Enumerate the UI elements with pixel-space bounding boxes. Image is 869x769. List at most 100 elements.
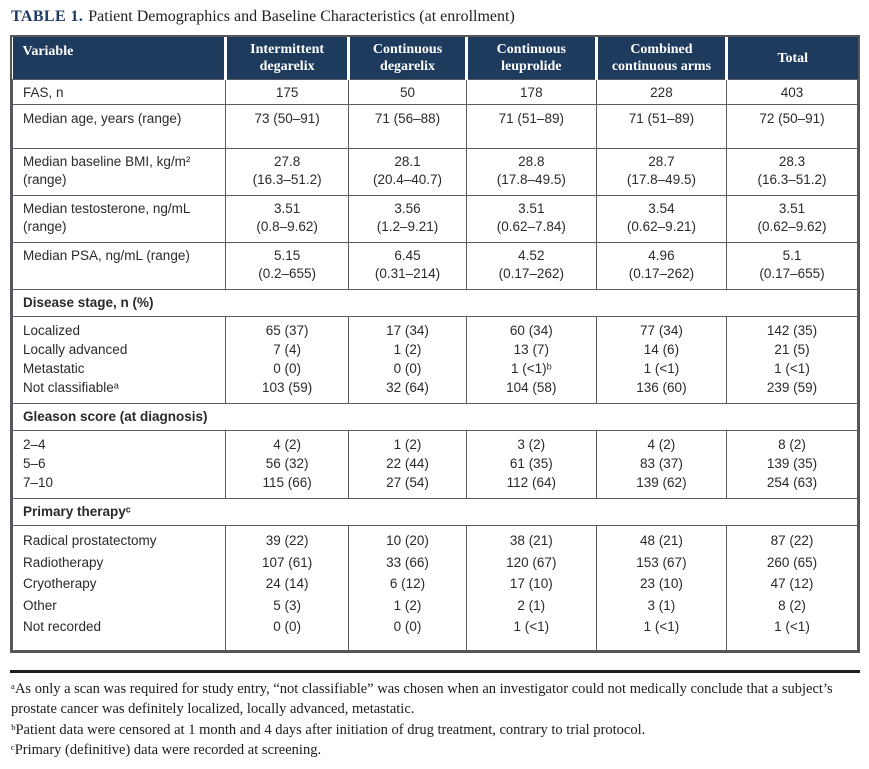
value-cell: 3.51 (0.62–7.84) [465, 195, 597, 243]
value-cell: 175 [224, 79, 350, 105]
column-header: Continuous leuprolide [464, 37, 597, 80]
cell-line: 65 (37) [265, 323, 309, 338]
value-cell: 71 (51–89) [465, 104, 597, 149]
cell-line: Median PSA, ng/mL (range) [23, 248, 190, 263]
cell-line: 39 (22) [265, 533, 309, 548]
cell-line: (0.2–655) [258, 266, 317, 281]
row-label-cell: Median age, years (range) [12, 104, 226, 149]
cell-line: 153 (67) [636, 554, 687, 570]
cell-line: 1 (2) [393, 597, 422, 613]
cell-line: 120 (67) [506, 554, 557, 570]
cell-line: Median baseline BMI, kg/m² (range) [23, 154, 191, 187]
cell-line: 0 (0) [273, 619, 301, 634]
value-cell: 3.54 (0.62–9.21) [595, 195, 728, 243]
row-label-cell: 2–4 5–6 7–10 [12, 430, 226, 499]
cell-line: 48 (21) [640, 533, 683, 548]
cell-line: (17.8–49.5) [496, 172, 566, 187]
value-cell: 60 (34) 13 (7) 1 (<1)ᵇ 104 (58) [465, 316, 597, 404]
cell-line: Not recorded [23, 619, 102, 634]
cell-line: 4.52 [518, 248, 545, 263]
cell-line: 21 (5) [774, 342, 810, 357]
value-cell: 17 (34) 1 (2) 0 (0) 32 (64) [348, 316, 467, 404]
cell-line: (0.8–9.62) [256, 219, 318, 234]
value-cell: 178 [465, 79, 597, 105]
value-cell: 48 (21) 153 (67) 23 (10) 3 (1) 1 (<1) [595, 525, 728, 651]
table-row: Median age, years (range) 73 (50–91) 71 (5… [12, 104, 858, 149]
cell-line: Median testosterone, ng/mL (range) [23, 201, 190, 234]
cell-line: 28.3 [778, 154, 806, 169]
cell-line: 3.51 [778, 201, 806, 216]
cell-line: 50 [400, 85, 416, 100]
column-header: Variable [12, 37, 226, 80]
column-header: Total [725, 37, 858, 80]
cell-line: 3 (2) [517, 437, 546, 452]
row-label-cell: Localized Locally advanced Metastatic Not c… [12, 316, 226, 404]
column-header: Combined continuous arms [594, 37, 727, 80]
cell-line: (0.17–262) [498, 266, 564, 281]
cell-line: 239 (59) [766, 380, 818, 395]
table-row: Median baseline BMI, kg/m² (range) 27.8 (1… [12, 148, 858, 196]
cell-line: 228 [650, 85, 673, 100]
cell-line: 4 (2) [647, 437, 676, 452]
cell-line: 8 (2) [778, 597, 806, 613]
cell-line: 0 (0) [273, 361, 301, 376]
footnotes: ᵃAs only a scan was required for study e… [10, 679, 860, 761]
cell-line: 0 (0) [393, 619, 422, 634]
column-header: Continuous degarelix [347, 37, 467, 80]
cell-line: 254 (63) [766, 475, 818, 490]
cell-line: 47 (12) [770, 576, 814, 591]
cell-line: 72 (50–91) [759, 111, 825, 126]
footnote: ᵇPatient data were censored at 1 month a… [11, 721, 646, 738]
cell-line: Localized [23, 323, 81, 338]
cell-line: 27 (54) [386, 475, 429, 490]
cell-line: 28.1 [394, 154, 421, 169]
cell-line: 3.54 [648, 201, 675, 216]
cell-line: 23 (10) [640, 576, 683, 591]
section-header: Gleason score (at diagnosis) [12, 403, 858, 431]
cell-line: 178 [520, 85, 543, 100]
value-cell: 73 (50–91) [224, 104, 350, 149]
cell-line: 56 (32) [265, 456, 309, 471]
value-cell: 8 (2) 139 (35) 254 (63) [726, 430, 858, 499]
cell-line: 13 (7) [513, 342, 549, 357]
cell-line: 1 (<1)ᵇ [510, 361, 552, 376]
cell-line: Radical prostatectomy [23, 533, 157, 548]
section-header-row: Disease stage, n (%) [12, 289, 858, 317]
value-cell: 38 (21) 120 (67) 17 (10) 2 (1) 1 (<1) [465, 525, 597, 651]
cell-line: 71 (56–88) [374, 111, 441, 126]
value-cell: 142 (35) 21 (5) 1 (<1) 239 (59) [726, 316, 858, 404]
patient-demographics-table: Variable Intermittent degarelix Continuous… [12, 37, 858, 651]
value-cell: 72 (50–91) [726, 104, 858, 149]
section-header-row: Primary therapyᶜ [12, 498, 858, 526]
cell-line: Median age, years (range) [23, 111, 182, 126]
value-cell: 3.51 (0.8–9.62) [224, 195, 350, 243]
table-border-frame: Variable Intermittent degarelix Continuous… [10, 35, 860, 653]
footnote: ᵃAs only a scan was required for study e… [11, 680, 833, 718]
table-row: Median PSA, ng/mL (range) 5.15 (0.2–655) 6.… [12, 242, 858, 290]
cell-line: 4 (2) [273, 437, 301, 452]
cell-line: 71 (51–89) [498, 111, 564, 126]
cell-line: 115 (66) [262, 475, 312, 490]
table-body: FAS, n 175 50 178 228 403 Median age, years (r… [12, 79, 858, 651]
cell-line: 6.45 [394, 248, 421, 263]
cell-line: 6 (12) [389, 576, 426, 591]
value-cell: 4.52 (0.17–262) [465, 242, 597, 290]
table-row: FAS, n 175 50 178 228 403 [12, 79, 858, 105]
cell-line: 104 (58) [506, 380, 557, 395]
value-cell: 3 (2) 61 (35) 112 (64) [465, 430, 597, 499]
cell-line: 22 (44) [386, 456, 429, 471]
cell-line: 5.15 [273, 248, 301, 263]
value-cell: 4 (2) 83 (37) 139 (62) [595, 430, 728, 499]
value-cell: 39 (22) 107 (61) 24 (14) 5 (3) 0 (0) [224, 525, 350, 651]
cell-line: 61 (35) [509, 456, 553, 471]
cell-line: 3 (1) [647, 597, 676, 613]
row-label-cell: FAS, n [12, 79, 226, 105]
value-cell: 3.56 (1.2–9.21) [348, 195, 467, 243]
cell-line: 24 (14) [265, 576, 309, 591]
value-cell: 6.45 (0.31–214) [348, 242, 467, 290]
footnote-divider [10, 669, 860, 673]
value-cell: 1 (2) 22 (44) 27 (54) [348, 430, 467, 499]
value-cell: 3.51 (0.62–9.62) [726, 195, 858, 243]
cell-line: 32 (64) [386, 380, 429, 395]
cell-line: Cryotherapy [23, 576, 97, 591]
